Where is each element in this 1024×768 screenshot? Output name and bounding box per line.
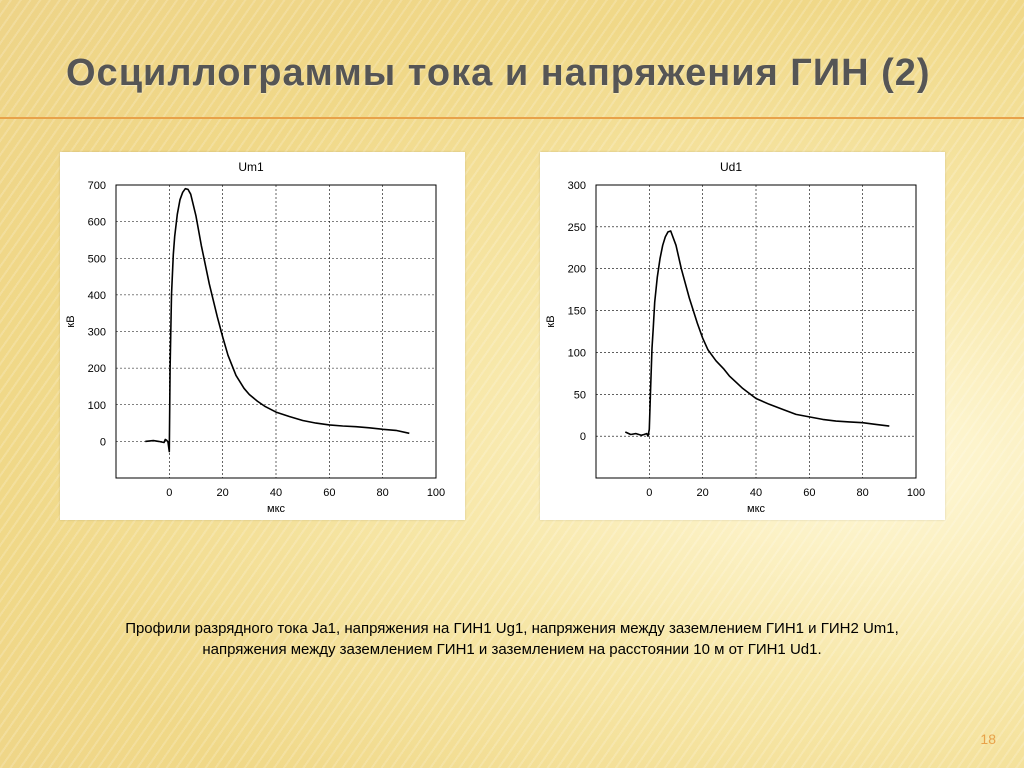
um1-ytick-2: 200 <box>88 363 106 375</box>
caption-line-1: Профили разрядного тока Ja1, напряжения … <box>125 620 899 637</box>
ud1-ytick-0: 0 <box>580 431 586 443</box>
ud1-ytick-2: 100 <box>568 347 586 359</box>
um1-xtick-2: 40 <box>270 487 282 499</box>
um1-ytick-4: 400 <box>88 290 106 302</box>
slide-title: Осциллограммы тока и напряжения ГИН (2) <box>66 52 931 94</box>
um1-ytick-7: 700 <box>88 180 106 192</box>
um1-xtick-5: 100 <box>427 487 445 499</box>
ud1-xtick-3: 60 <box>803 487 815 499</box>
ud1-xtick-1: 20 <box>697 487 709 499</box>
chart-ud1-svg: 0 20 40 60 80 100 0 50 100 150 200 250 300 Ud1 мкс кВ <box>545 160 925 515</box>
ud1-y-axis-label: кВ <box>545 315 557 327</box>
um1-x-axis-label: мкс <box>267 503 285 515</box>
um1-xtick-3: 60 <box>323 487 335 499</box>
ud1-xtick-5: 100 <box>907 487 925 499</box>
ud1-series-line-0 <box>624 230 890 437</box>
um1-y-axis-label: кВ <box>65 315 77 327</box>
ud1-xtick-4: 80 <box>857 487 869 499</box>
title-underline <box>0 117 1024 119</box>
um1-xtick-0: 0 <box>166 487 172 499</box>
ud1-x-axis-label: мкс <box>747 503 765 515</box>
um1-ytick-5: 500 <box>88 253 106 265</box>
ud1-ytick-3: 150 <box>568 306 586 318</box>
um1-ytick-3: 300 <box>88 327 106 339</box>
ud1-xtick-0: 0 <box>646 487 652 499</box>
caption-line-2: напряжения между заземлением ГИН1 и зазе… <box>202 641 822 658</box>
chart-um1: 0 20 40 60 80 100 0 100 200 300 400 500 600 700 Um1 мкс… <box>60 152 465 520</box>
um1-ytick-0: 0 <box>100 436 106 448</box>
chart-ud1: 0 20 40 60 80 100 0 50 100 150 200 250 300 Ud1 мкс кВ <box>540 152 945 520</box>
ud1-ytick-6: 300 <box>568 180 586 192</box>
um1-xtick-1: 20 <box>217 487 229 499</box>
um1-ytick-6: 600 <box>88 217 106 229</box>
ud1-ytick-4: 200 <box>568 264 586 276</box>
figure-caption: Профили разрядного тока Ja1, напряжения … <box>50 618 974 660</box>
um1-xtick-4: 80 <box>377 487 389 499</box>
ud1-ytick-1: 50 <box>574 389 586 401</box>
ud1-xtick-2: 40 <box>750 487 762 499</box>
ud1-chart-title: Ud1 <box>720 160 742 174</box>
um1-ytick-1: 100 <box>88 400 106 412</box>
chart-um1-svg: 0 20 40 60 80 100 0 100 200 300 400 500 600 700 Um1 мкс… <box>65 160 445 515</box>
um1-chart-title: Um1 <box>238 160 264 174</box>
um1-series-line-0 <box>145 187 410 453</box>
page-number: 18 <box>980 731 996 747</box>
ud1-ytick-5: 250 <box>568 222 586 234</box>
